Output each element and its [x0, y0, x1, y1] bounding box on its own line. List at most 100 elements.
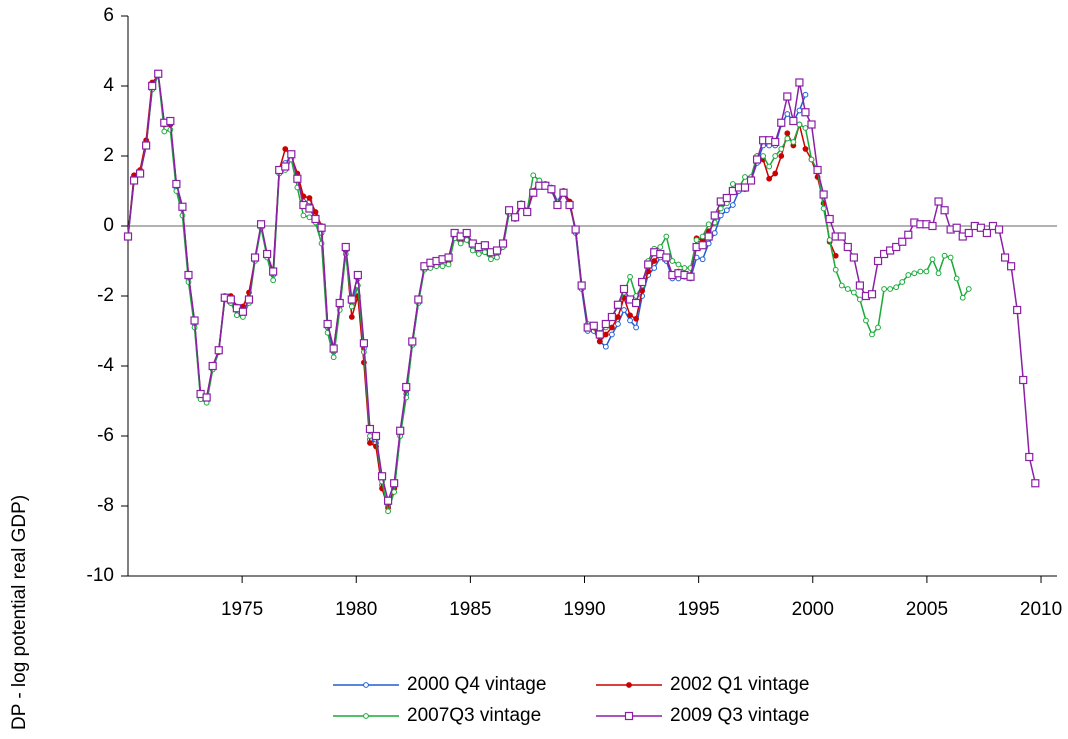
data-point	[976, 223, 985, 232]
legend-label: 2000 Q4 vintage	[407, 674, 546, 695]
data-point	[855, 281, 865, 290]
y-tick-label: -10	[87, 565, 114, 586]
data-point	[494, 254, 500, 261]
data-point	[300, 212, 307, 219]
data-point	[965, 286, 972, 292]
data-point	[306, 195, 313, 201]
data-point	[348, 303, 355, 310]
data-point	[795, 78, 804, 87]
data-point	[711, 230, 718, 236]
data-point	[481, 249, 488, 256]
data-point	[783, 92, 792, 101]
data-point	[849, 253, 858, 262]
data-point	[934, 197, 943, 206]
data-point	[517, 200, 526, 210]
data-point	[752, 155, 762, 164]
data-point	[790, 139, 797, 145]
data-point	[390, 479, 399, 488]
data-point	[644, 260, 653, 269]
data-point	[699, 256, 706, 263]
data-point	[675, 261, 682, 268]
data-point	[784, 130, 791, 137]
y-tick-label: -2	[97, 285, 114, 306]
data-point	[1031, 479, 1040, 488]
data-point	[698, 241, 707, 250]
data-point	[480, 241, 489, 250]
data-point	[270, 277, 277, 284]
data-point	[777, 118, 786, 127]
data-point	[844, 286, 851, 292]
data-point	[317, 223, 326, 232]
data-point	[838, 282, 845, 289]
data-point	[613, 300, 623, 309]
data-point	[935, 270, 942, 277]
data-point	[742, 174, 748, 180]
legend-item: 2007Q3 vintage	[333, 705, 541, 726]
data-point	[941, 252, 948, 259]
data-point	[760, 153, 767, 159]
data-point	[281, 162, 290, 171]
data-point	[940, 206, 949, 215]
data-point	[233, 312, 240, 319]
x-tick-label: 1985	[449, 599, 491, 620]
legend-marker	[624, 711, 634, 721]
data-point	[875, 324, 881, 331]
data-point	[172, 179, 181, 189]
data-point	[282, 146, 289, 152]
data-point	[850, 289, 857, 296]
data-point	[589, 321, 598, 330]
data-point	[704, 232, 713, 241]
data-point	[633, 315, 639, 322]
x-tick-label: 1990	[563, 599, 605, 620]
data-point	[154, 69, 163, 78]
data-point	[638, 277, 647, 287]
data-point	[784, 135, 791, 142]
data-point	[899, 279, 906, 285]
data-point	[802, 91, 809, 98]
data-point	[729, 202, 736, 208]
data-point	[947, 254, 954, 261]
data-point	[796, 107, 803, 114]
data-point	[577, 281, 586, 290]
data-point	[250, 253, 260, 262]
data-point	[837, 232, 846, 241]
data-point	[1000, 253, 1010, 262]
data-point	[312, 209, 319, 215]
data-point	[784, 111, 791, 117]
data-point	[365, 424, 375, 434]
data-point	[383, 496, 393, 505]
legend-item: 2002 Q1 vintage	[596, 674, 809, 695]
data-point	[994, 225, 1004, 234]
data-point	[898, 237, 907, 246]
data-point	[184, 270, 193, 280]
data-point	[663, 233, 670, 240]
data-point	[341, 242, 350, 252]
data-point	[396, 426, 405, 435]
y-tick-label: 2	[103, 145, 114, 166]
data-point	[651, 258, 658, 264]
data-point	[801, 108, 810, 117]
data-point	[826, 237, 833, 243]
data-point	[825, 214, 834, 224]
series	[125, 72, 972, 515]
data-point	[202, 393, 211, 402]
y-tick-label: 0	[103, 215, 114, 236]
data-point	[523, 207, 532, 217]
data-point	[609, 331, 615, 338]
series	[123, 69, 1040, 505]
legend-item: 2000 Q4 vintage	[333, 674, 546, 695]
legend-marker	[626, 682, 632, 688]
data-point	[367, 433, 373, 439]
data-point	[504, 206, 514, 215]
data-point	[445, 261, 452, 268]
data-point	[371, 431, 381, 441]
data-point	[529, 188, 538, 197]
data-point	[789, 116, 798, 126]
x-tick-label: 1980	[335, 599, 377, 620]
data-point	[311, 214, 320, 224]
data-point	[772, 170, 779, 177]
data-point	[123, 232, 133, 241]
data-point	[161, 128, 168, 135]
data-point	[959, 294, 966, 301]
data-point	[631, 298, 641, 308]
